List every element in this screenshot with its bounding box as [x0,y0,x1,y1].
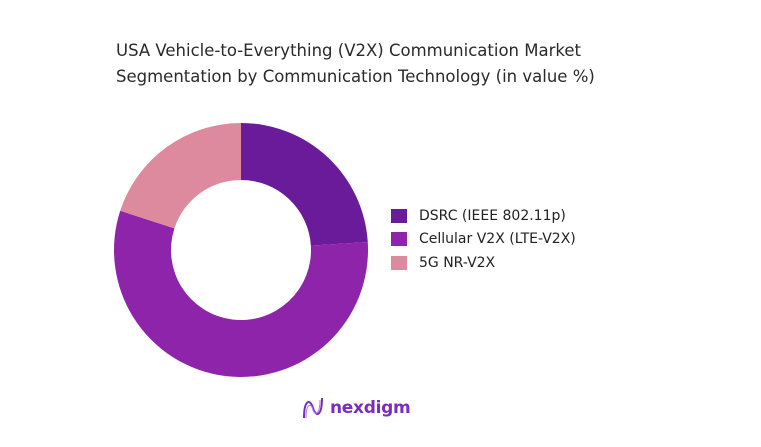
legend-swatch [391,232,407,247]
legend-item-cellular: Cellular V2X (LTE-V2X) [391,228,576,252]
donut-slice-5g-nr-v2x [120,123,241,229]
donut-slice-cellular-v2x-lte-v2x [113,210,368,377]
legend-label: 5G NR-V2X [419,254,496,271]
legend-item-dsrc: DSRC (IEEE 802.11p) [391,204,576,228]
logo-text: nexdigm [330,398,411,418]
legend-item-5g: 5G NR-V2X [391,251,576,275]
legend-label: DSRC (IEEE 802.11p) [419,207,566,224]
donut-slice-dsrc-ieee-802-11p [241,123,368,246]
legend-label: Cellular V2X (LTE-V2X) [419,231,576,248]
chart-title: USA Vehicle-to-Everything (V2X) Communic… [116,41,595,86]
legend-swatch [391,208,407,223]
nexdigm-logo: nexdigm [302,396,411,420]
nexdigm-logo-icon [303,397,323,419]
legend-swatch [391,255,407,270]
legend: DSRC (IEEE 802.11p) Cellular V2X (LTE-V2… [391,204,576,275]
